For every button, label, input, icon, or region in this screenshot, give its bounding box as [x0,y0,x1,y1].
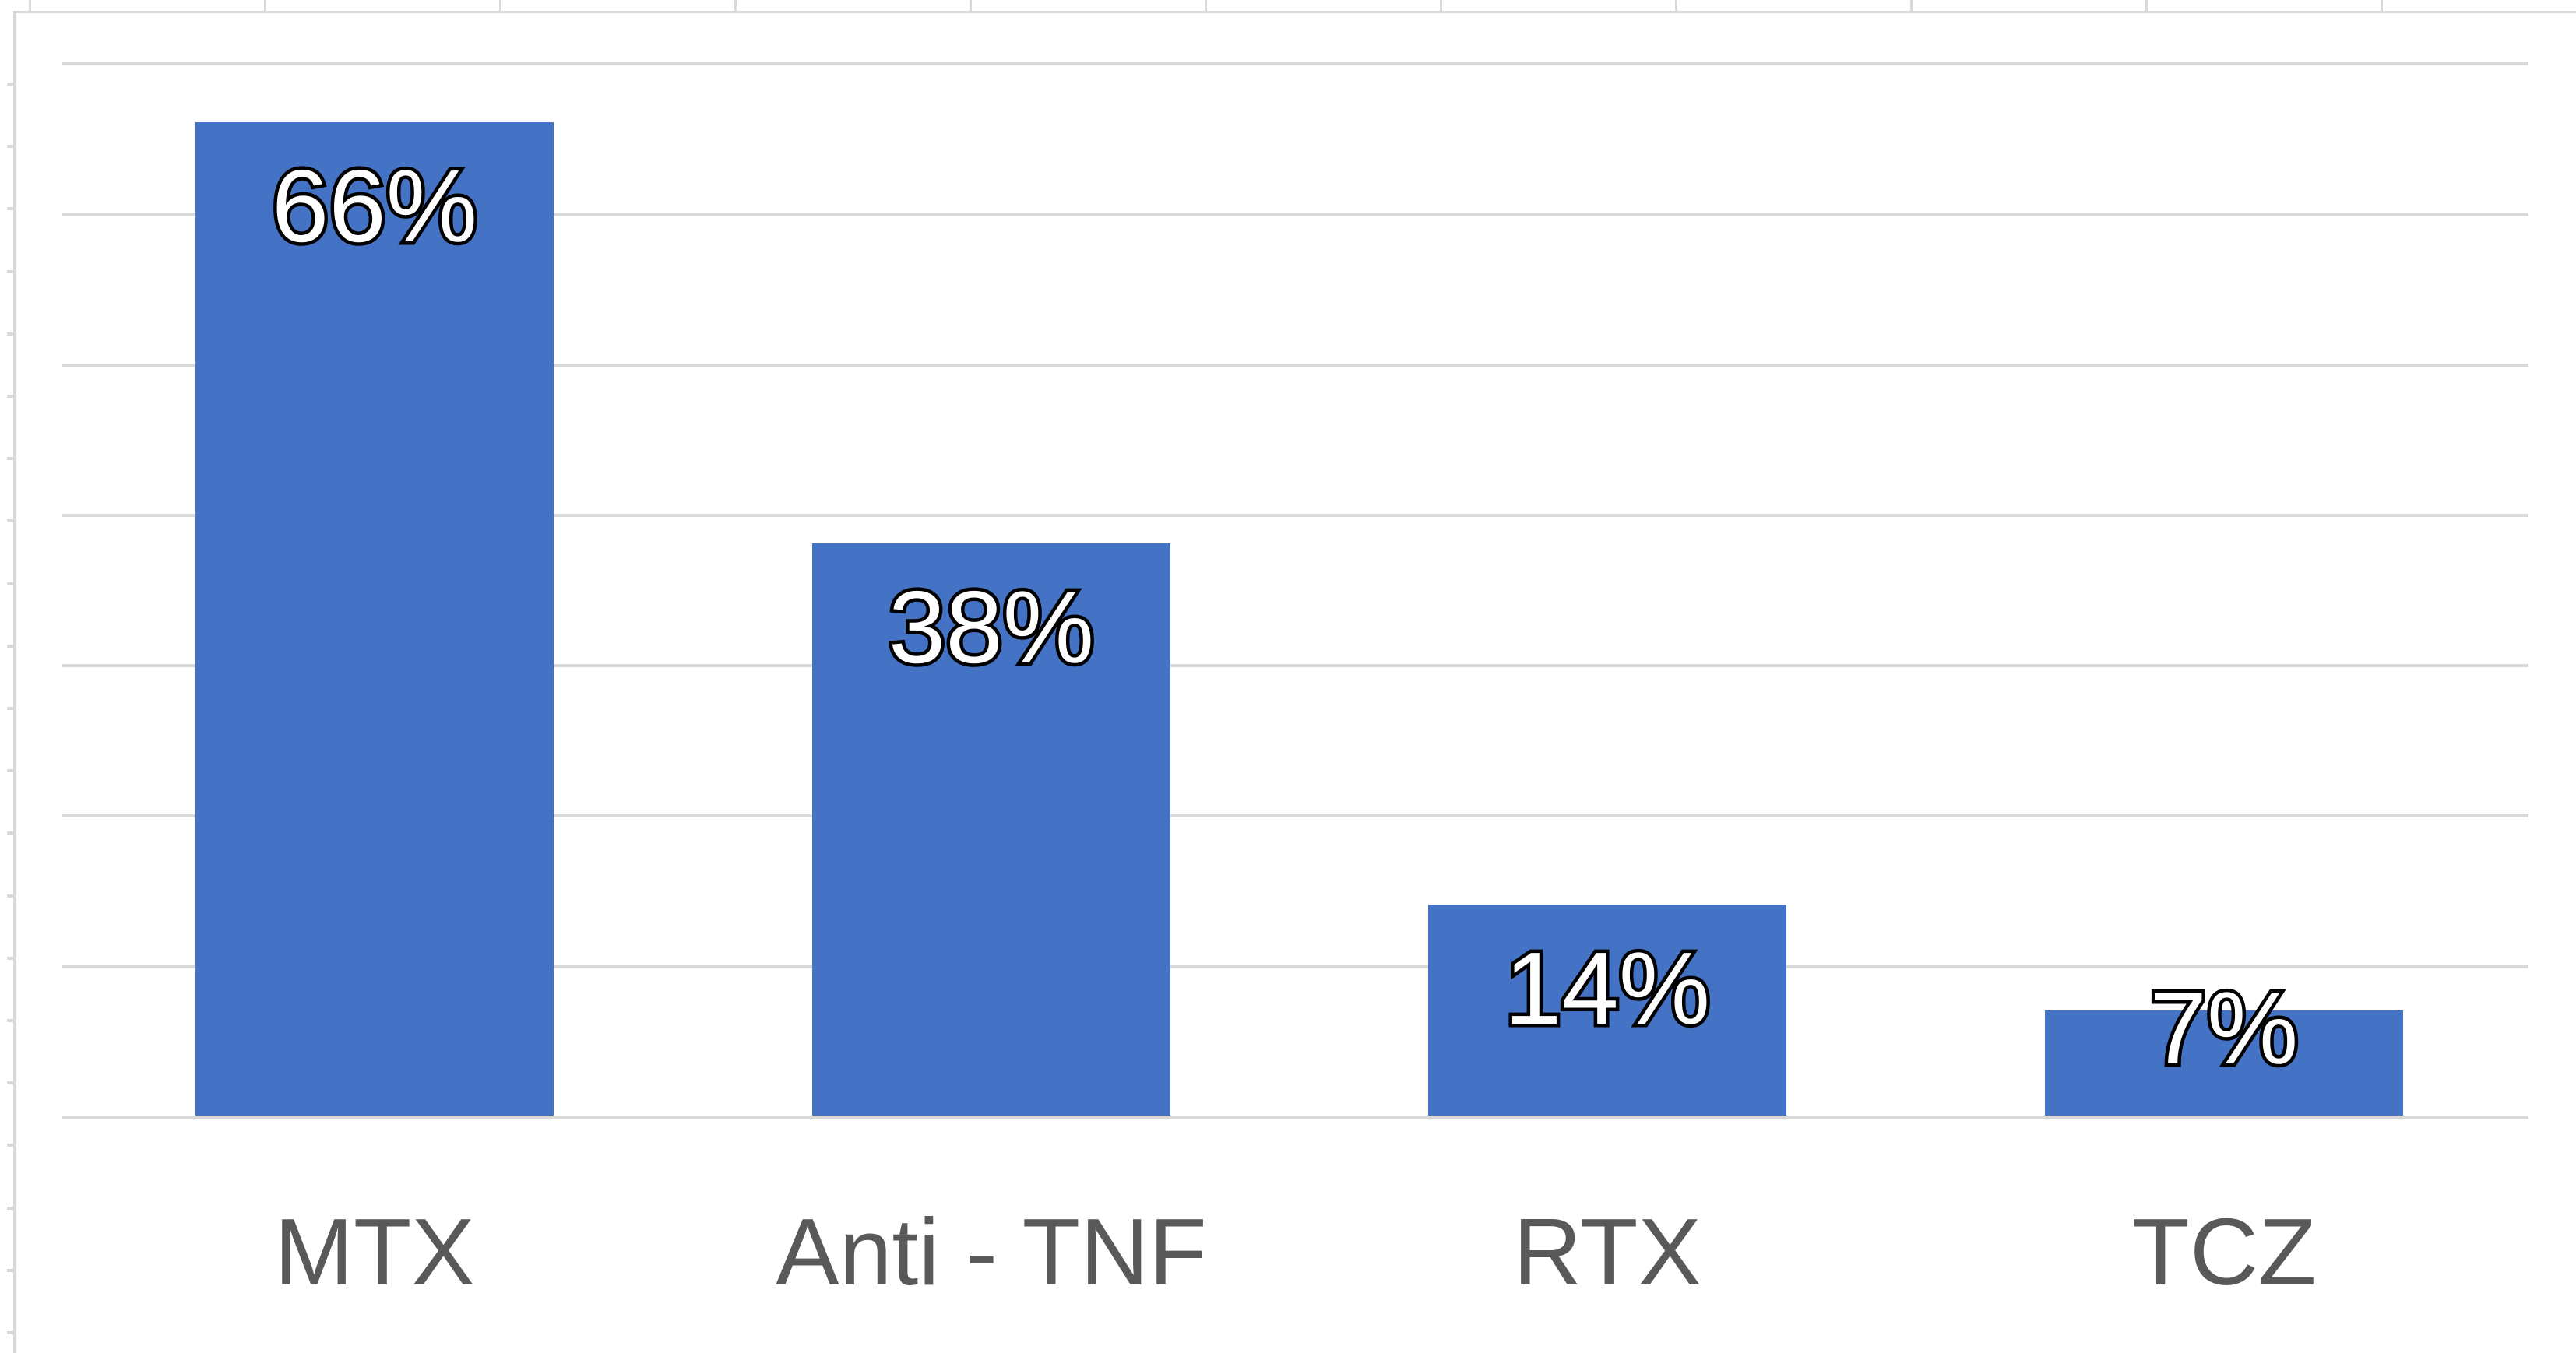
data-label-text: 7% [2149,971,2299,1085]
bar-mtx[interactable] [195,122,554,1116]
worksheet-row-gridline-stub [7,1269,16,1272]
major-gridline [62,364,2528,367]
data-label-text: 66% [271,149,478,263]
worksheet-column-gridline-stub [1440,0,1442,11]
data-label-outline: 14% [1501,931,1713,1046]
worksheet-row-gridline-stub [7,1081,16,1084]
category-label-tcz: TCZ [2131,1199,2317,1305]
worksheet-column-gridline-stub [29,0,31,11]
bar-rtx[interactable] [1428,905,1786,1116]
data-label-mtx: 66% 66% [268,149,480,263]
worksheet-row-gridline-stub [7,207,16,210]
worksheet-column-gridline-stub [1910,0,1913,11]
chart-border-top [13,11,2576,13]
major-gridline [62,514,2528,517]
worksheet-row-gridline-stub [7,831,16,835]
chart-border-left [13,11,16,1353]
worksheet-row-gridline-stub [7,457,16,460]
data-label-outline: 66% [268,149,480,263]
data-label-anti-tnf: 38% 38% [885,570,1097,684]
worksheet-row-gridline-stub [7,83,16,86]
worksheet-column-gridline-stub [2381,0,2383,11]
worksheet-column-gridline-stub [970,0,972,11]
data-label-text: 38% [888,570,1095,684]
major-gridline [62,664,2528,667]
major-gridline [62,814,2528,817]
worksheet-row-gridline-stub [7,645,16,648]
worksheet-row-gridline-stub [7,1207,16,1210]
category-label-mtx: MTX [274,1199,475,1305]
worksheet-row-gridline-stub [7,395,16,398]
worksheet-row-gridline-stub [7,894,16,898]
worksheet-row-gridline-stub [7,145,16,148]
data-label-outline: 38% [885,570,1097,684]
worksheet-row-gridline-stub [7,1019,16,1022]
major-gridline [62,62,2528,65]
worksheet-row-gridline-stub [7,519,16,522]
bar-tcz[interactable] [2045,1010,2403,1116]
major-gridline [62,1116,2528,1119]
category-label-rtx: RTX [1513,1199,1701,1305]
major-gridline [62,213,2528,216]
data-label-outline: 7% [2146,971,2302,1085]
worksheet-column-gridline-stub [2145,0,2148,11]
worksheet-row-gridline-stub [7,270,16,273]
worksheet-row-gridline-stub [7,1144,16,1147]
worksheet-row-gridline-stub [7,707,16,710]
worksheet-column-gridline-stub [499,0,501,11]
worksheet-row-gridline-stub [7,1331,16,1334]
worksheet-row-gridline-stub [7,769,16,772]
data-label-rtx: 14% 14% [1501,931,1713,1046]
major-gridline [62,965,2528,968]
worksheet-row-gridline-stub [7,957,16,960]
category-label-anti-tnf: Anti - TNF [776,1199,1207,1305]
worksheet-row-gridline-stub [7,582,16,585]
worksheet-row-gridline-stub [7,332,16,336]
data-label-tcz: 7% 7% [2146,971,2302,1085]
bar-anti-tnf[interactable] [812,543,1170,1116]
data-label-text: 14% [1504,931,1711,1046]
worksheet-column-gridline-stub [1205,0,1207,11]
worksheet-column-gridline-stub [734,0,737,11]
worksheet-column-gridline-stub [1675,0,1677,11]
worksheet-column-gridline-stub [264,0,266,11]
